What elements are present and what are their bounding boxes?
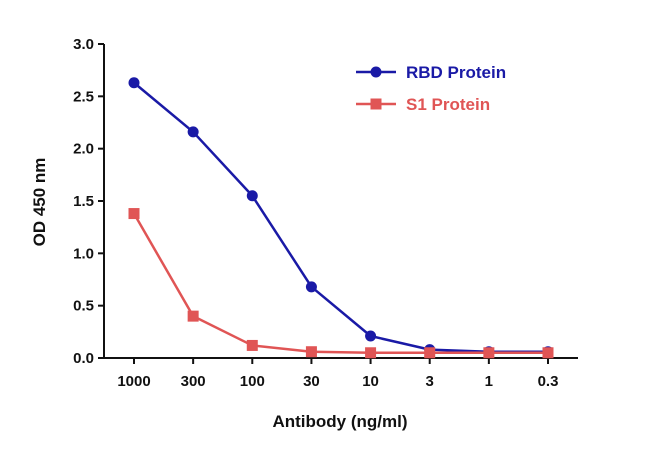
data-point — [305, 281, 317, 293]
y-tick-label: 0.0 — [73, 350, 94, 367]
x-tick-label: 1000 — [117, 373, 150, 390]
x-tick-label: 10 — [362, 373, 379, 390]
x-tick-label: 1 — [485, 373, 493, 390]
y-tick-label: 1.5 — [73, 193, 94, 210]
data-point — [483, 347, 495, 359]
y-tick-label: 2.5 — [73, 88, 94, 105]
series-line — [132, 212, 548, 355]
y-tick-label: 2.0 — [73, 141, 94, 158]
data-point — [187, 310, 199, 322]
legend-label: S1 Protein — [406, 95, 490, 114]
y-tick-label: 1.0 — [73, 245, 94, 262]
legend-marker — [370, 98, 382, 110]
axes: 0.0 0.5 1.0 1.5 2.0 2.5 3.0 1000 300 100 30 10 3 1 0.3 — [73, 36, 578, 390]
data-point — [305, 346, 317, 358]
data-point — [246, 339, 258, 351]
data-point — [542, 347, 554, 359]
y-tick-label: 0.5 — [73, 298, 94, 315]
x-axis-title: Antibody (ng/ml) — [272, 412, 407, 431]
data-point — [365, 330, 377, 342]
data-point — [246, 190, 258, 202]
data-point — [128, 77, 140, 89]
x-tick-label: 3 — [426, 373, 434, 390]
series-line — [133, 81, 548, 353]
x-tick-label: 30 — [303, 373, 320, 390]
data-point — [187, 126, 199, 138]
legend-entry: S1 Protein — [356, 95, 490, 114]
data-point — [365, 347, 377, 359]
series-layer — [128, 77, 554, 359]
x-tick-label: 300 — [181, 373, 206, 390]
y-tick-label: 3.0 — [73, 36, 94, 53]
series-s1-protein — [128, 208, 554, 359]
x-tick-label: 100 — [240, 373, 265, 390]
y-axis-title: OD 450 nm — [30, 158, 49, 247]
legend-label: RBD Protein — [406, 63, 506, 82]
legend: RBD Protein S1 Protein — [356, 63, 506, 114]
data-point — [424, 347, 436, 359]
legend-entry: RBD Protein — [356, 63, 506, 82]
data-point — [128, 208, 140, 220]
legend-marker — [370, 66, 382, 78]
x-tick-label: 0.3 — [538, 373, 559, 390]
